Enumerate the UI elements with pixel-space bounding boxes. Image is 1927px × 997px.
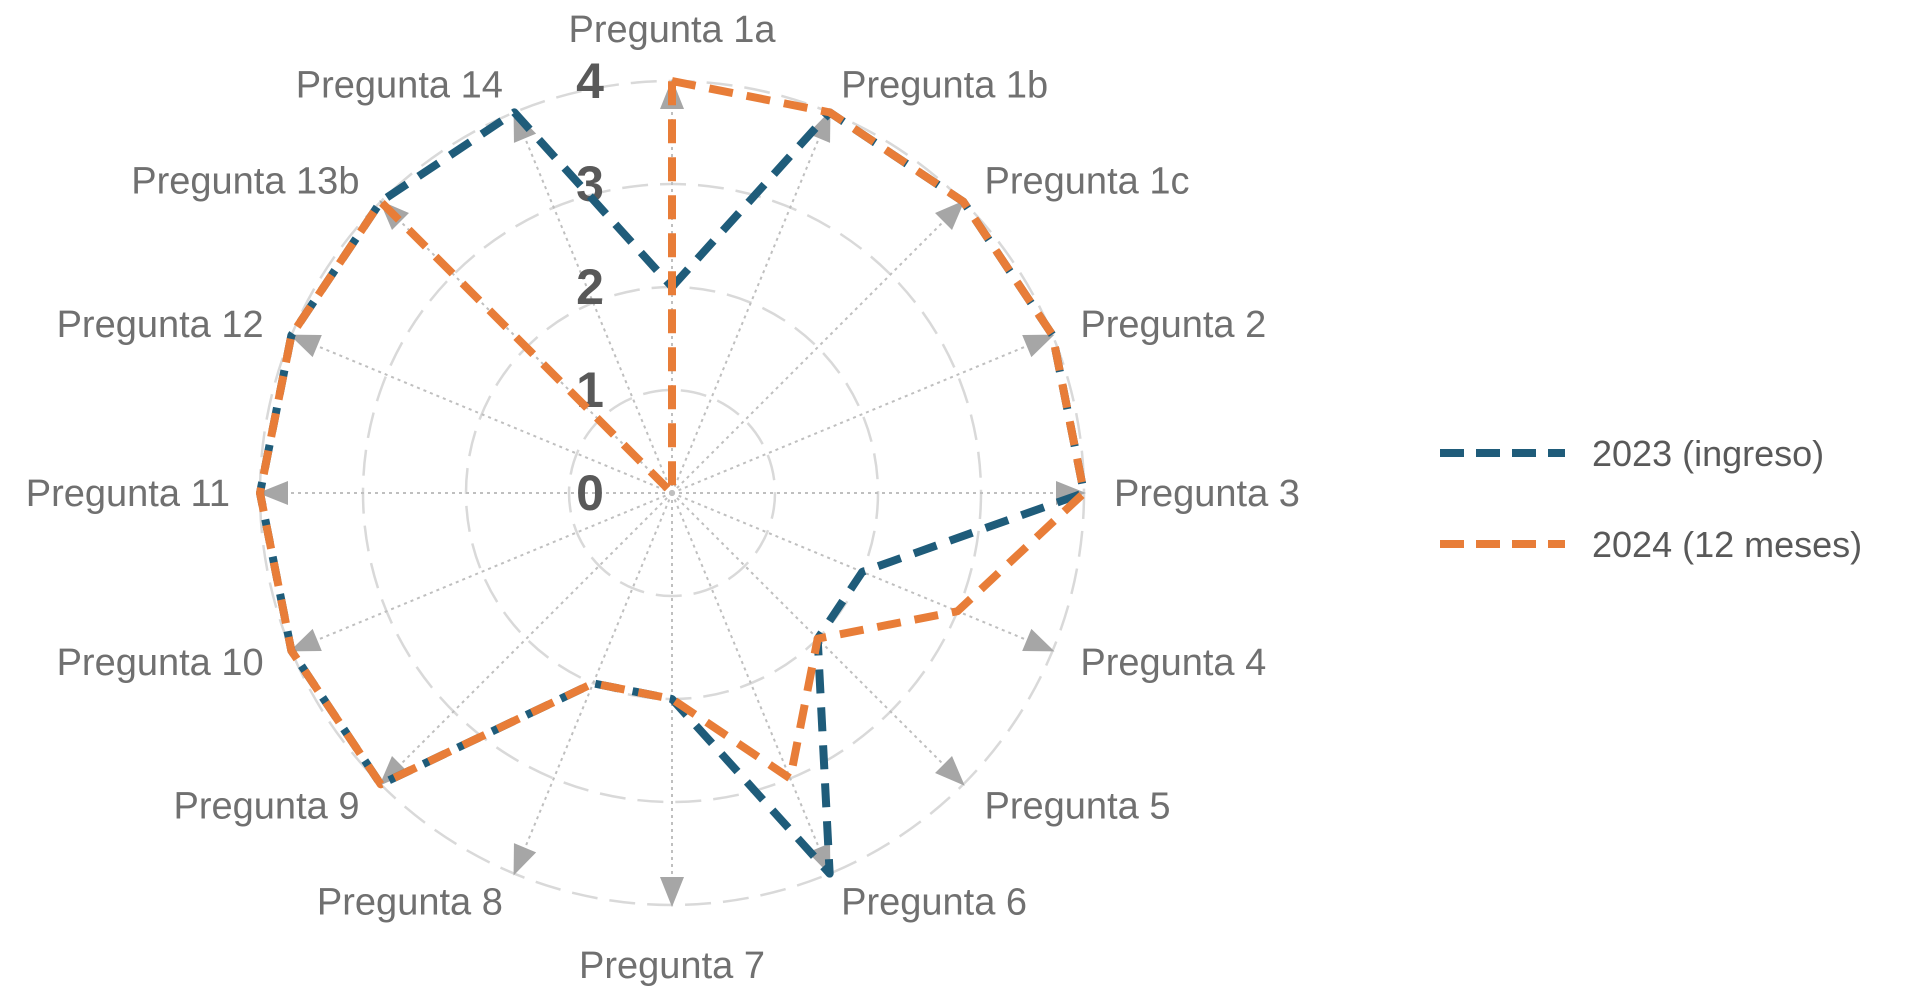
axis-arrowhead (660, 877, 684, 907)
category-label: Pregunta 2 (1080, 304, 1266, 346)
axis-spoke (522, 492, 673, 852)
series-line-2 (256, 77, 1088, 789)
category-label: Pregunta 14 (296, 65, 503, 107)
axis-spoke (671, 134, 822, 494)
grid-ring (567, 388, 777, 598)
legend-label: 2023 (ingreso) (1592, 433, 1824, 474)
axis-spoke (313, 343, 673, 494)
radar-series (256, 77, 1088, 878)
axis-arrowhead (935, 756, 965, 786)
axis-spoke (313, 492, 673, 643)
category-label: Pregunta 1b (841, 65, 1048, 107)
category-label: Pregunta 1c (985, 160, 1190, 202)
category-label: Pregunta 9 (174, 786, 360, 828)
axis-arrowhead (1022, 334, 1055, 358)
radial-tick-label: 0 (576, 465, 604, 521)
axis-arrowhead (935, 200, 965, 230)
category-label: Pregunta 6 (841, 881, 1027, 923)
radial-tick-label: 2 (576, 259, 604, 315)
axis-spoke (671, 492, 948, 769)
category-label: Pregunta 4 (1080, 642, 1266, 684)
axis-spoke (396, 492, 673, 769)
axis-spoke (671, 492, 822, 852)
axis-spoke (671, 343, 1031, 494)
axis-spoke (671, 217, 948, 494)
axis-arrowhead (258, 481, 288, 505)
radial-tick-label: 1 (576, 362, 604, 418)
category-labels: Pregunta 1a Pregunta 1b Pregunta 1c Pregunt… (26, 9, 1300, 987)
category-label: Pregunta 12 (57, 304, 264, 346)
axis-arrowhead (513, 843, 537, 876)
axis-spoke (522, 134, 673, 494)
category-label: Pregunta 1a (568, 9, 776, 51)
category-label: Pregunta 8 (317, 881, 503, 923)
axis-arrowhead (1022, 628, 1055, 652)
axis-arrowhead (289, 334, 322, 358)
category-label: Pregunta 11 (26, 473, 230, 515)
category-label: Pregunta 3 (1114, 473, 1300, 515)
axis-spoke (671, 492, 1031, 643)
legend-label: 2024 (12 meses) (1592, 524, 1862, 565)
category-label: Pregunta 10 (57, 642, 264, 684)
category-label: Pregunta 13b (131, 160, 359, 202)
category-label: Pregunta 5 (985, 786, 1171, 828)
radial-tick-label: 4 (576, 53, 604, 109)
axis-arrowhead (379, 756, 409, 786)
category-label: Pregunta 7 (579, 945, 765, 987)
legend: 2023 (ingreso) 2024 (12 meses) (1440, 433, 1862, 565)
axis-arrowhead (289, 628, 322, 652)
